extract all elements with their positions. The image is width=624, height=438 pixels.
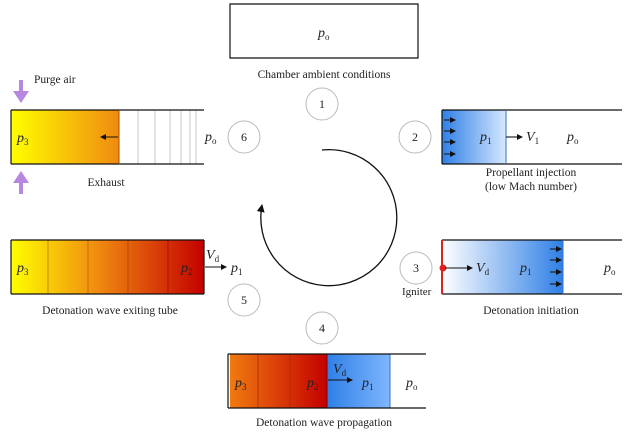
svg-text:p3: p3	[16, 131, 29, 147]
stage-3-caption: Detonation initiation	[483, 305, 579, 317]
svg-text:p1: p1	[361, 376, 374, 392]
svg-text:po: po	[566, 130, 579, 146]
svg-text:1: 1	[319, 97, 325, 111]
p2-symbol: p	[180, 261, 188, 276]
svg-text:2: 2	[412, 130, 418, 144]
svg-text:po: po	[405, 376, 418, 392]
p1-symbol: p	[230, 261, 238, 276]
p1-symbol: p	[479, 130, 487, 145]
stage-number-3: 3	[399, 251, 433, 285]
svg-text:p2: p2	[306, 376, 319, 392]
p3-symbol: p	[16, 261, 24, 276]
purge-air-arrow-down	[13, 80, 29, 103]
svg-text:p3: p3	[16, 261, 29, 277]
stage-number-1: 1	[305, 87, 339, 121]
p1-symbol: p	[361, 376, 369, 391]
po-symbol: p	[317, 26, 325, 41]
stage-5-tube: p3 p2 Vd p1	[10, 239, 243, 295]
purge-air-arrow-up	[13, 171, 29, 194]
stage-2-caption-line2: (low Mach number)	[485, 181, 577, 193]
stage-number-2: 2	[398, 120, 432, 154]
p3-symbol: p	[234, 376, 242, 391]
stage-5-caption: Detonation wave exiting tube	[42, 305, 178, 317]
stage-4-caption: Detonation wave propagation	[255, 417, 393, 429]
stage-4-tube: p3 p2 Vd p1 po	[227, 353, 426, 409]
stage-1-caption: Chamber ambient conditions	[257, 69, 391, 81]
svg-text:p1: p1	[519, 261, 532, 277]
vd-symbol: V	[206, 248, 216, 263]
igniter-dot	[439, 264, 447, 272]
vd-symbol: V	[476, 261, 486, 276]
svg-text:4: 4	[319, 321, 325, 335]
svg-text:po: po	[204, 130, 217, 146]
stage-2-caption-line1: Propellant injection	[485, 167, 577, 179]
stage-number-6: 6	[227, 120, 261, 154]
injection-arrows	[444, 117, 456, 157]
stage-1-tube: po	[229, 3, 419, 59]
po-symbol: p	[566, 130, 574, 145]
svg-text:Vd: Vd	[333, 362, 347, 378]
svg-text:p1: p1	[479, 130, 492, 146]
svg-text:p3: p3	[234, 376, 247, 392]
svg-text:Vd: Vd	[476, 261, 490, 277]
svg-text:po: po	[317, 26, 330, 42]
po-symbol: p	[204, 130, 212, 145]
v1-symbol: V	[526, 130, 536, 145]
stage-3-tube: Vd p1 po	[439, 239, 622, 295]
po-symbol: p	[405, 376, 413, 391]
svg-text:6: 6	[241, 130, 247, 144]
piston-arrows	[550, 246, 562, 287]
cycle-direction-arrow	[256, 149, 398, 287]
stage-6-caption: Exhaust	[87, 177, 125, 189]
stage-2-tube: p1 V1 po	[441, 109, 622, 165]
vd-symbol: V	[333, 362, 343, 377]
igniter-label: Igniter	[402, 286, 432, 298]
stage-6-tube: p3 po	[10, 109, 217, 165]
svg-text:V1: V1	[526, 130, 539, 146]
purge-air-label: Purge air	[34, 74, 76, 86]
p2-symbol: p	[306, 376, 314, 391]
svg-text:Vd: Vd	[206, 248, 220, 264]
p1-symbol: p	[519, 261, 527, 276]
svg-text:po: po	[603, 261, 616, 277]
svg-text:3: 3	[413, 261, 419, 275]
svg-text:p2: p2	[180, 261, 193, 277]
stage-number-5: 5	[227, 283, 261, 317]
svg-text:p1: p1	[230, 261, 243, 277]
po-symbol: p	[603, 261, 611, 276]
stage-number-4: 4	[305, 311, 339, 345]
svg-text:5: 5	[241, 293, 247, 307]
p3-symbol: p	[16, 131, 24, 146]
